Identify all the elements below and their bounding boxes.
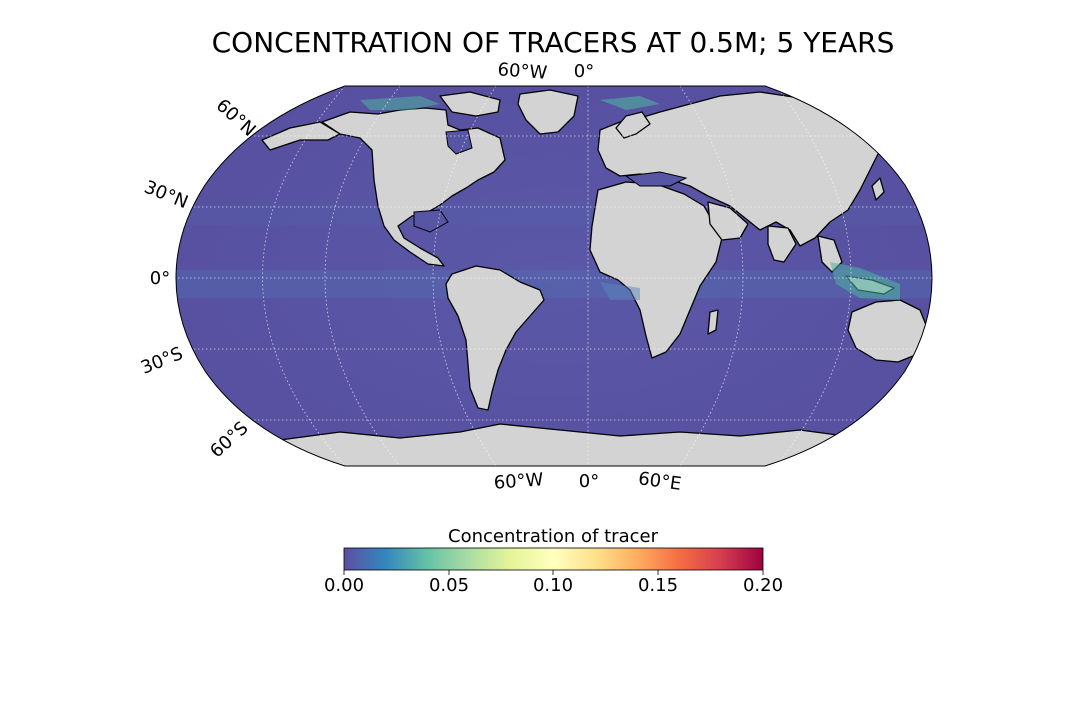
land-alaska bbox=[261, 121, 341, 151]
land-greenland bbox=[517, 89, 579, 135]
land-scandinavia bbox=[615, 111, 651, 139]
top-label-60w: 60°W bbox=[497, 59, 548, 83]
north-atlantic-tracer-patch bbox=[600, 96, 660, 110]
land-arctic-islands bbox=[439, 91, 501, 117]
indonesian-tracer-patch bbox=[830, 262, 900, 300]
left-label-0: 0° bbox=[150, 268, 170, 289]
hudson-bay-water bbox=[445, 129, 473, 155]
meridian-120w bbox=[324, 86, 401, 466]
land-india bbox=[767, 225, 797, 263]
world-map bbox=[175, 85, 933, 467]
bottom-label-0: 0° bbox=[579, 471, 599, 492]
left-label-60s: 60°S bbox=[206, 418, 252, 463]
colorbar-tick-4: 0.20 bbox=[743, 575, 783, 596]
land-madagascar bbox=[707, 309, 719, 335]
colorbar-tick-2: 0.10 bbox=[533, 575, 573, 596]
colorbar-gradient bbox=[343, 547, 764, 571]
land-south-america bbox=[445, 265, 545, 411]
colorbar-tick-1: 0.05 bbox=[429, 575, 469, 596]
land-japan bbox=[871, 177, 885, 201]
colorbar-tick-3: 0.15 bbox=[638, 575, 678, 596]
equatorial-band bbox=[176, 270, 932, 298]
graticule bbox=[176, 86, 932, 466]
bottom-label-60e: 60°E bbox=[637, 468, 683, 495]
arctic-tracer-patch bbox=[360, 96, 440, 110]
gulf-guinea-tracer-patch bbox=[600, 282, 640, 300]
meridian-120e bbox=[775, 86, 852, 466]
colorbar-tick-0: 0.00 bbox=[324, 575, 364, 596]
colorbar: Concentration of tracer 0.00 0.05 0.10 0… bbox=[324, 526, 783, 596]
top-label-0: 0° bbox=[574, 61, 594, 82]
mediterranean-water bbox=[624, 171, 688, 187]
colorbar-label: Concentration of tracer bbox=[448, 526, 659, 547]
gulf-of-mexico-water bbox=[413, 209, 449, 233]
left-label-30s: 30°S bbox=[138, 343, 186, 379]
colorbar-ticks bbox=[343, 570, 764, 575]
bottom-label-60w: 60°W bbox=[493, 469, 544, 493]
meridian-180w bbox=[262, 86, 346, 466]
left-label-60n: 60°N bbox=[212, 95, 260, 141]
globe-outline bbox=[175, 85, 933, 467]
land-new-zealand bbox=[925, 355, 932, 373]
left-label-30n: 30°N bbox=[141, 177, 191, 213]
chart-title: CONCENTRATION OF TRACERS AT 0.5M; 5 YEAR… bbox=[212, 26, 895, 59]
land-africa bbox=[589, 181, 723, 359]
